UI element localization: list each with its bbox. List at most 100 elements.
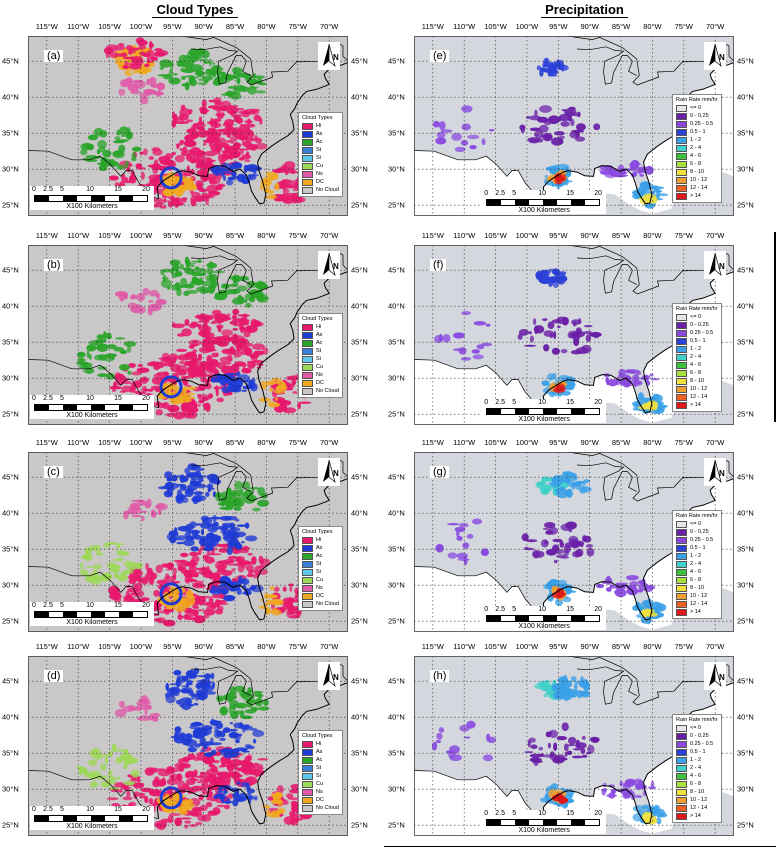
- cloud-patch: [171, 266, 179, 271]
- cloud-patch: [221, 112, 225, 117]
- scale-segment: [571, 616, 586, 621]
- scale-segment: [105, 816, 119, 821]
- cloud-patch: [152, 149, 163, 156]
- cloud-patch: [559, 64, 569, 71]
- cloud-patch: [232, 798, 239, 807]
- scale-tick-label: 2.5: [495, 190, 506, 197]
- scale-segment: [105, 405, 119, 410]
- light-rain-scatter: [435, 518, 489, 566]
- cloud-patch: [207, 128, 216, 133]
- cloud-patch: [435, 543, 444, 553]
- cloud-patch: [211, 69, 217, 78]
- lat-tick-label-left: 45°N: [2, 676, 19, 686]
- cloud-patch: [198, 78, 204, 81]
- cloud-patch: [547, 526, 558, 535]
- north-label: N: [333, 53, 339, 62]
- cloud-patch: [562, 488, 566, 491]
- cloud-patch: [205, 406, 211, 413]
- cloud-patch: [216, 697, 224, 702]
- cloud-patch: [454, 526, 466, 533]
- cloud-patch: [162, 608, 174, 613]
- cloud-patch: [136, 292, 145, 302]
- lat-tick-label-left: 35°N: [2, 748, 19, 758]
- lon-tick-label: 105°W: [484, 438, 507, 447]
- scale-segment: [35, 612, 49, 617]
- cloud-patch: [205, 532, 216, 541]
- lat-tick-label-left: 30°N: [2, 580, 19, 590]
- cloud-patch: [258, 605, 268, 610]
- cloud-patch: [241, 362, 247, 368]
- cloud-patch: [190, 785, 204, 792]
- scale-segment: [515, 820, 530, 825]
- cloud-patch: [221, 507, 234, 511]
- cloud-patch: [646, 380, 651, 386]
- lon-tick-label: 90°W: [580, 642, 599, 651]
- cloud-patch: [116, 164, 125, 170]
- legend-entry: 1 - 2: [676, 552, 718, 560]
- cloud-patch: [204, 752, 213, 758]
- cloud-patch: [449, 754, 462, 762]
- cloud-patch: [197, 160, 205, 169]
- legend-swatch: [676, 584, 687, 592]
- scale-bar-segments: [486, 819, 601, 826]
- cloud-patch: [186, 484, 198, 491]
- lon-tick-label: 70°W: [705, 22, 725, 31]
- map-svg: [27, 32, 349, 216]
- cloud-patch: [96, 149, 101, 155]
- cloud-patch: [227, 487, 232, 494]
- cloud-patch: [154, 202, 165, 205]
- cloud-patch: [87, 759, 98, 766]
- cloud-patch: [638, 166, 649, 174]
- north-arrow-icon: N: [318, 662, 340, 690]
- lat-tick-label-right: 30°N: [737, 164, 754, 174]
- cloud-patch: [199, 535, 207, 542]
- legend-swatch: [676, 377, 687, 385]
- lat-tick-label-left: 25°N: [388, 200, 405, 210]
- cloud-patch: [139, 95, 149, 105]
- lat-tick-label-left: 30°N: [2, 164, 19, 174]
- legend-entry: 2 - 4: [676, 560, 718, 568]
- cloud-patch: [178, 758, 184, 764]
- scale-tick-label: 5: [60, 602, 64, 609]
- cloud-patch: [593, 123, 601, 131]
- great-lakes-outline: [191, 46, 251, 85]
- lon-tick-label: 80°W: [643, 22, 662, 31]
- cloud-patch: [148, 179, 158, 186]
- legend-label: 0 - 0.25: [690, 529, 709, 535]
- legend-swatch: [302, 130, 313, 138]
- lat-tick-label-right: 25°N: [351, 409, 368, 419]
- scale-tick-label: 15: [114, 806, 122, 813]
- legend-swatch: [676, 544, 687, 552]
- cloud-patch: [217, 183, 226, 188]
- cloud-patch: [543, 118, 552, 126]
- lat-tick-label-left: 25°N: [2, 200, 19, 210]
- legend-swatch: [676, 393, 687, 401]
- cloud-patch: [150, 303, 162, 311]
- light-rain-scatter: [434, 311, 492, 361]
- cloud-patch: [233, 363, 244, 367]
- cloud-patch: [176, 333, 185, 337]
- as-cloud-field: [171, 97, 263, 138]
- cu-cloud-field: [75, 743, 140, 790]
- cloud-patch: [123, 511, 129, 520]
- legend-label: 0.5 - 1: [690, 545, 706, 551]
- cloud-patch: [96, 334, 105, 340]
- scale-tick-label: 10: [538, 399, 547, 406]
- scale-tick-label: 15: [114, 602, 122, 609]
- cloud-patch: [239, 549, 249, 554]
- cloud-patch: [123, 780, 135, 786]
- legend-entry: DC: [302, 178, 339, 186]
- lon-tick-label: 100°W: [515, 231, 539, 240]
- land-area: [414, 245, 734, 413]
- legend-label: As: [316, 131, 323, 137]
- lon-tick-label: 100°W: [129, 438, 153, 447]
- legend-entry: 12 - 14: [676, 600, 718, 608]
- cloud-patch: [240, 781, 248, 788]
- cloud-patch: [197, 353, 203, 361]
- cloud-patch: [168, 77, 181, 85]
- scale-segment: [63, 816, 77, 821]
- cloud-patch: [582, 535, 587, 542]
- lon-tick-label: 80°W: [643, 438, 662, 447]
- cloud-patch: [252, 75, 266, 79]
